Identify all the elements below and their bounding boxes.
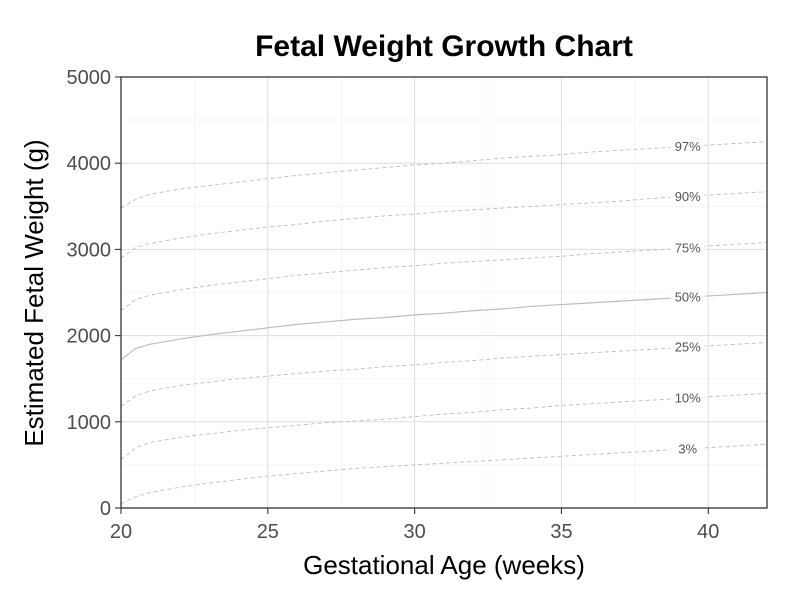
series-label-50: 50% bbox=[675, 290, 701, 305]
series-label-3: 3% bbox=[678, 441, 697, 456]
series-label-layer: 3% 10% 25% 50% 75% 90% 97% bbox=[670, 138, 705, 456]
percentile-line-10 bbox=[120, 392, 768, 461]
y-axis-title: Estimated Fetal Weight (g) bbox=[19, 139, 49, 446]
percentile-line-3 bbox=[120, 443, 768, 505]
percentile-line-97 bbox=[120, 141, 768, 209]
percentile-line-75 bbox=[120, 242, 768, 311]
x-tick-label: 30 bbox=[404, 521, 426, 543]
series-label-background bbox=[670, 188, 705, 204]
chart-title: Fetal Weight Growth Chart bbox=[255, 30, 633, 63]
series-label-background bbox=[670, 289, 705, 305]
x-tick-label: 20 bbox=[110, 521, 132, 543]
y-tick-label: 0 bbox=[100, 498, 111, 520]
plot-panel-border bbox=[120, 76, 768, 509]
y-tick-label: 5000 bbox=[67, 67, 112, 89]
series-label-background bbox=[670, 390, 705, 406]
series-label-25: 25% bbox=[675, 340, 701, 355]
y-tick-label: 2000 bbox=[67, 326, 112, 348]
percentile-line-50 bbox=[120, 291, 768, 361]
percentile-line-25 bbox=[120, 342, 768, 407]
series-label-background bbox=[670, 440, 705, 456]
series-label-90: 90% bbox=[675, 189, 701, 204]
x-axis-title: Gestational Age (weeks) bbox=[303, 550, 585, 580]
series-label-10: 10% bbox=[675, 391, 701, 406]
series-label-background bbox=[670, 138, 705, 154]
x-tick-label: 40 bbox=[697, 521, 719, 543]
series-label-97: 97% bbox=[675, 139, 701, 154]
y-tick-label: 3000 bbox=[67, 239, 112, 261]
x-tick-label: 35 bbox=[550, 521, 572, 543]
axis-layer: 20 25 30 35 40 0 1000 2000 3000 4000 5000 bbox=[67, 67, 720, 543]
x-tick-label: 25 bbox=[257, 521, 279, 543]
series-label-background bbox=[670, 339, 705, 355]
y-tick-label: 4000 bbox=[67, 153, 112, 175]
series-label-background bbox=[670, 239, 705, 255]
series-label-75: 75% bbox=[675, 240, 701, 255]
y-tick-label: 1000 bbox=[67, 412, 112, 434]
series-layer bbox=[120, 141, 768, 505]
grid-layer bbox=[120, 76, 767, 509]
percentile-line-90 bbox=[120, 191, 768, 259]
